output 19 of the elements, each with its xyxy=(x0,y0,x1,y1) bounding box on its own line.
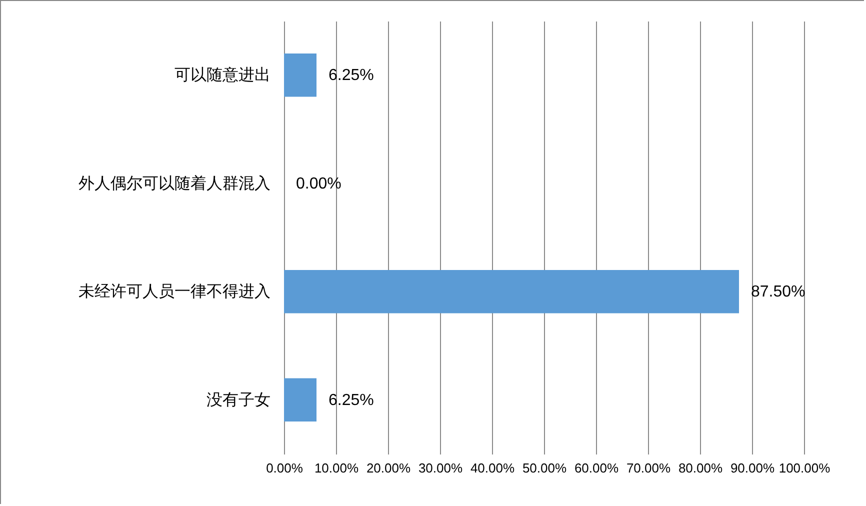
y-tick-label: 没有子女 xyxy=(206,392,270,409)
y-tick-label: 外人偶尔可以随着人群混入 xyxy=(78,174,270,192)
x-tick-label: 90.00% xyxy=(730,460,775,476)
x-tick-label: 70.00% xyxy=(626,460,671,476)
x-tick-label: 80.00% xyxy=(678,460,723,476)
y-tick-label: 可以随意进出 xyxy=(174,66,270,84)
x-tick-label: 20.00% xyxy=(366,460,411,476)
x-tick-label: 60.00% xyxy=(574,460,619,476)
x-tick-label: 30.00% xyxy=(418,460,463,476)
data-label: 6.25% xyxy=(328,392,374,409)
x-tick-label: 50.00% xyxy=(522,460,567,476)
y-tick-label: 未经许可人员一律不得进入 xyxy=(78,282,270,301)
x-tick-label: 0.00% xyxy=(266,460,304,476)
x-tick-label: 40.00% xyxy=(470,460,515,476)
x-tick-label: 10.00% xyxy=(314,460,359,476)
data-label: 0.00% xyxy=(296,175,342,192)
data-label: 87.50% xyxy=(751,284,806,301)
data-label: 6.25% xyxy=(328,67,374,84)
x-tick-label: 100.00% xyxy=(778,460,831,476)
